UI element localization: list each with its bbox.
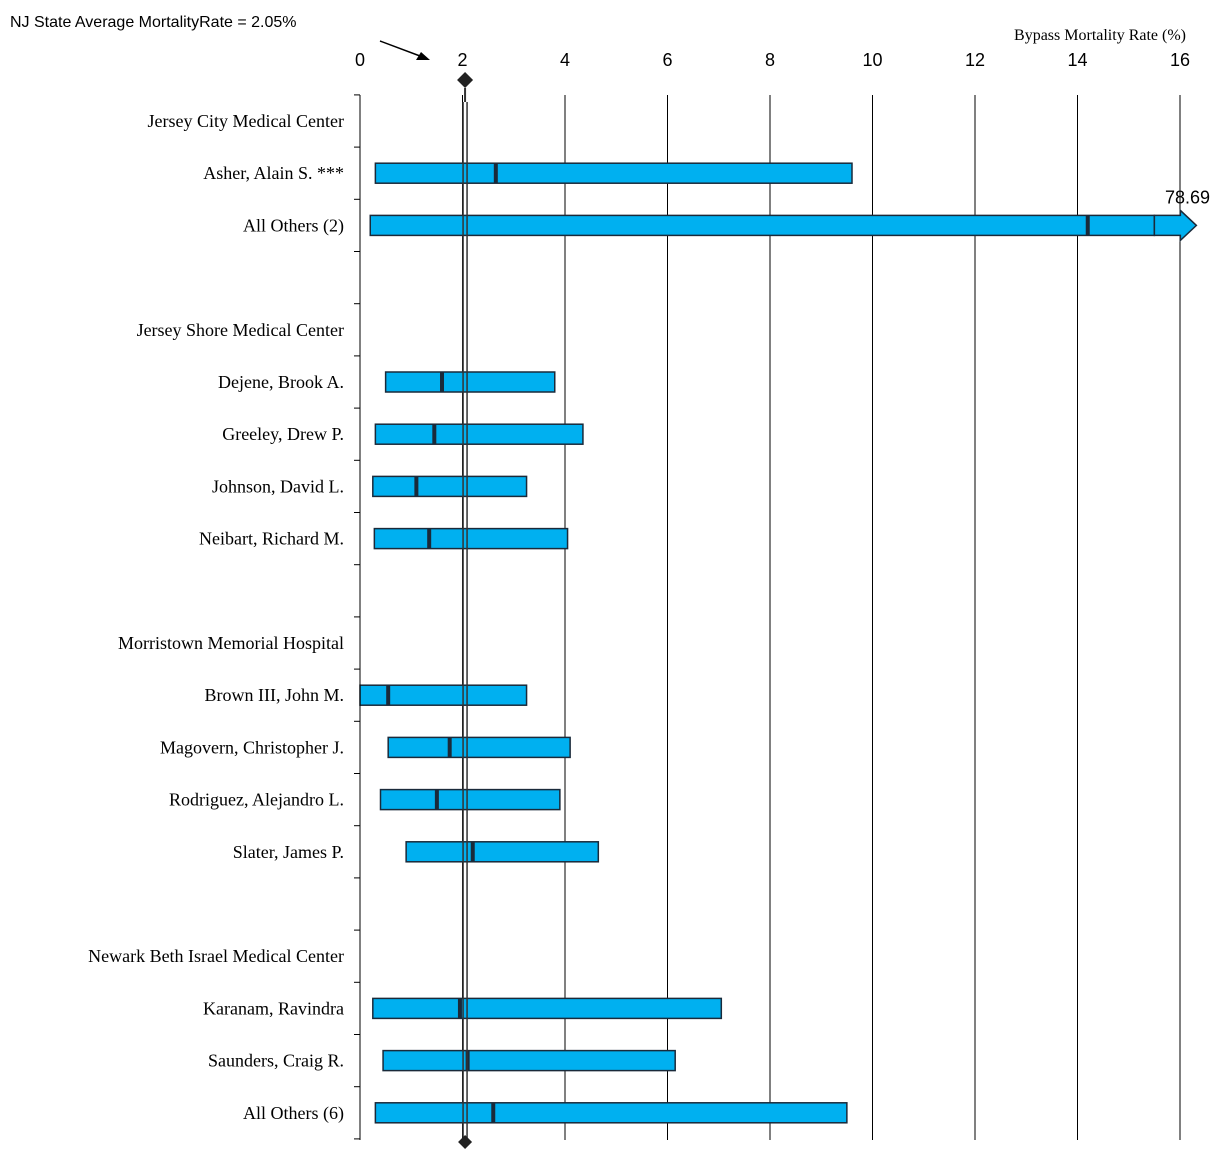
axis-layer [354, 72, 474, 1149]
rate-marker [414, 476, 419, 497]
surgeon-label: Neibart, Richard M. [199, 529, 344, 549]
ci-upper-bound-label: 78.69 [1165, 187, 1210, 207]
rate-marker [447, 737, 452, 758]
rate-marker [470, 841, 475, 862]
state-average-marker-bottom [458, 1135, 473, 1149]
hospital-label: Jersey Shore Medical Center [137, 320, 344, 340]
ci-bar [379, 788, 561, 811]
rate-marker [1085, 215, 1090, 236]
state-average-annotation: NJ State Average MortalityRate = 2.05% [10, 14, 297, 31]
rate-marker [427, 528, 432, 549]
labels-layer: 0 2 4 6 8 10 12 14 16 Jersey City Medical Center A… [88, 50, 1210, 1124]
hospital-label: Morristown Memorial Hospital [118, 633, 344, 653]
bars-layer [359, 162, 1198, 1124]
ci-bar [374, 162, 853, 184]
x-tick-label: 10 [862, 50, 882, 70]
surgeon-label: Dejene, Brook A. [218, 372, 344, 392]
ci-bar [373, 527, 569, 550]
surgeon-label: Greeley, Drew P. [222, 424, 344, 444]
ci-bar [384, 371, 556, 393]
surgeon-label: Johnson, David L. [212, 476, 344, 496]
state-average-marker-top [457, 72, 474, 88]
ci-bar [405, 841, 600, 863]
ci-bar [359, 684, 528, 706]
surgeon-label: All Others (6) [243, 1103, 344, 1124]
grid-layer [462, 95, 1181, 1140]
ci-bar-arrow [1153, 208, 1198, 243]
x-tick-label: 6 [662, 50, 672, 70]
hospital-label: Jersey City Medical Center [148, 111, 344, 131]
x-tick-label: 4 [560, 50, 570, 70]
hospital-label: Newark Beth Israel Medical Center [88, 946, 344, 966]
surgeon-label: Brown III, John M. [205, 685, 345, 705]
rate-marker [434, 789, 439, 810]
ci-bar [372, 475, 528, 498]
x-tick-label: 14 [1067, 50, 1087, 70]
surgeon-label: All Others (2) [243, 215, 344, 236]
surgeon-label: Slater, James P. [233, 842, 344, 862]
surgeon-label: Saunders, Craig R. [208, 1051, 344, 1071]
ci-bar [382, 1049, 676, 1072]
rate-marker [491, 1102, 496, 1123]
surgeon-label: Karanam, Ravindra [203, 998, 344, 1018]
x-tick-label: 2 [457, 50, 467, 70]
rate-marker [457, 998, 462, 1019]
ci-bar [374, 423, 584, 445]
x-tick-label: 16 [1170, 50, 1190, 70]
ci-bar [372, 997, 723, 1020]
rate-marker [386, 685, 391, 706]
rate-marker [432, 424, 437, 445]
rate-marker [493, 163, 498, 184]
surgeon-label: Rodriguez, Alejandro L. [169, 790, 344, 810]
x-axis-title: Bypass Mortality Rate (%) [1014, 27, 1186, 44]
ci-bar [387, 736, 571, 759]
ci-bar [374, 1102, 848, 1124]
ci-bar [369, 214, 1156, 237]
surgeon-label: Asher, Alain S. *** [203, 163, 344, 183]
x-tick-label: 12 [965, 50, 985, 70]
rate-marker [440, 372, 444, 392]
annotation-arrow [379, 40, 430, 60]
x-tick-label: 0 [355, 50, 365, 70]
surgeon-label: Magovern, Christopher J. [160, 737, 344, 757]
x-tick-label: 8 [765, 50, 775, 70]
